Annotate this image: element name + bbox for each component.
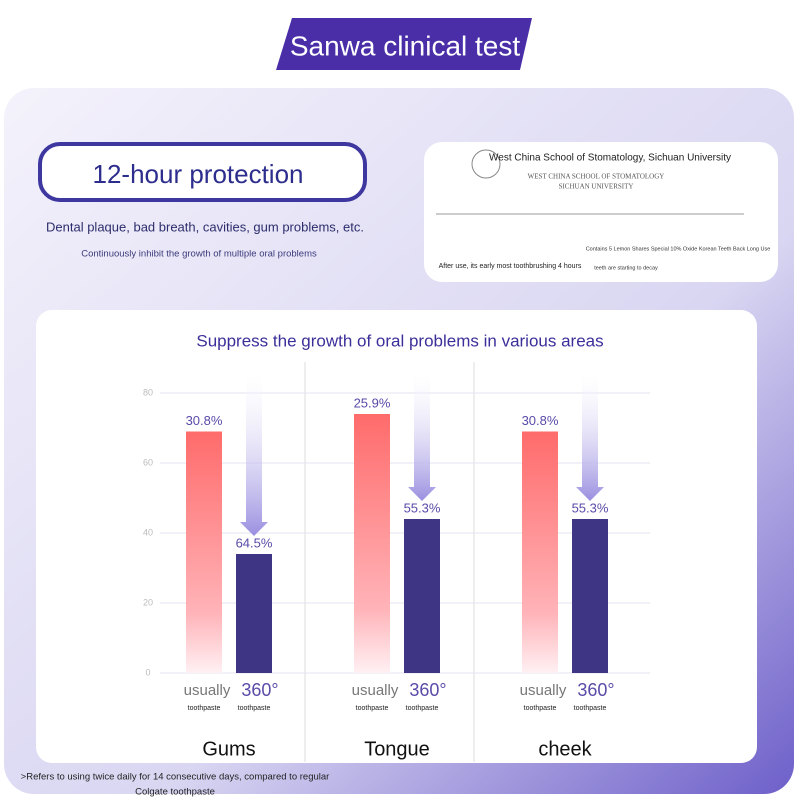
page-title: Sanwa clinical test	[290, 30, 521, 61]
certificate-claim: After use, its early most toothbrushing …	[439, 263, 582, 270]
certificate-decay-note: teeth are starting to decay	[594, 265, 658, 271]
series-sublabel: toothpaste	[238, 705, 271, 712]
certificate-card	[424, 142, 778, 282]
y-tick-label: 80	[143, 387, 153, 397]
x-tick-label: Tongue	[364, 738, 430, 760]
arrow	[576, 375, 604, 501]
series-label: 360°	[409, 680, 446, 700]
y-tick-label: 60	[143, 457, 153, 467]
series-label: 360°	[241, 680, 278, 700]
footnote: >Refers to using twice daily for 14 cons…	[21, 772, 330, 783]
certificate-side-note: Contains 5 Lemon Shares Special 10% Oxid…	[586, 246, 771, 252]
series-sublabel: toothpaste	[356, 705, 389, 712]
bar	[404, 519, 440, 673]
x-tick-label: cheek	[538, 738, 592, 760]
protection-badge	[38, 142, 367, 202]
series-label: usually	[520, 682, 567, 699]
certificate-seal	[471, 149, 501, 179]
chart-title: Suppress the growth of oral problems in …	[196, 331, 603, 350]
series-label: 360°	[577, 680, 614, 700]
bar-annotation: 55.3%	[404, 500, 441, 515]
bar	[522, 431, 558, 673]
protection-title: 12-hour protection	[92, 159, 303, 189]
certificate-line: WEST CHINA SCHOOL OF STOMATOLOGY	[528, 173, 665, 181]
bar-annotation: 55.3%	[572, 500, 609, 515]
bar	[236, 554, 272, 673]
series-label: usually	[352, 682, 399, 699]
footnote: Colgate toothpaste	[135, 787, 215, 798]
bar-annotation: 64.5%	[236, 535, 273, 550]
y-tick-label: 0	[145, 667, 150, 677]
series-sublabel: toothpaste	[406, 705, 439, 712]
certificate-line: SICHUAN UNIVERSITY	[559, 183, 634, 191]
title-banner	[276, 18, 532, 70]
series-sublabel: toothpaste	[574, 705, 607, 712]
series-sublabel: toothpaste	[524, 705, 557, 712]
bar-annotation: 30.8%	[186, 413, 223, 428]
protection-subtitle: Dental plaque, bad breath, cavities, gum…	[46, 219, 364, 234]
bar-annotation: 30.8%	[522, 413, 559, 428]
y-tick-label: 40	[143, 527, 153, 537]
x-tick-label: Gums	[202, 738, 255, 760]
certificate-institution: West China School of Stomatology, Sichua…	[489, 153, 731, 164]
bar	[354, 414, 390, 673]
bar	[186, 431, 222, 673]
protection-note: Continuously inhibit the growth of multi…	[81, 249, 317, 260]
bar	[572, 519, 608, 673]
arrow	[240, 375, 268, 536]
bar-annotation: 25.9%	[354, 395, 391, 410]
series-sublabel: toothpaste	[188, 705, 221, 712]
series-label: usually	[184, 682, 231, 699]
arrow	[408, 375, 436, 501]
y-tick-label: 20	[143, 597, 153, 607]
